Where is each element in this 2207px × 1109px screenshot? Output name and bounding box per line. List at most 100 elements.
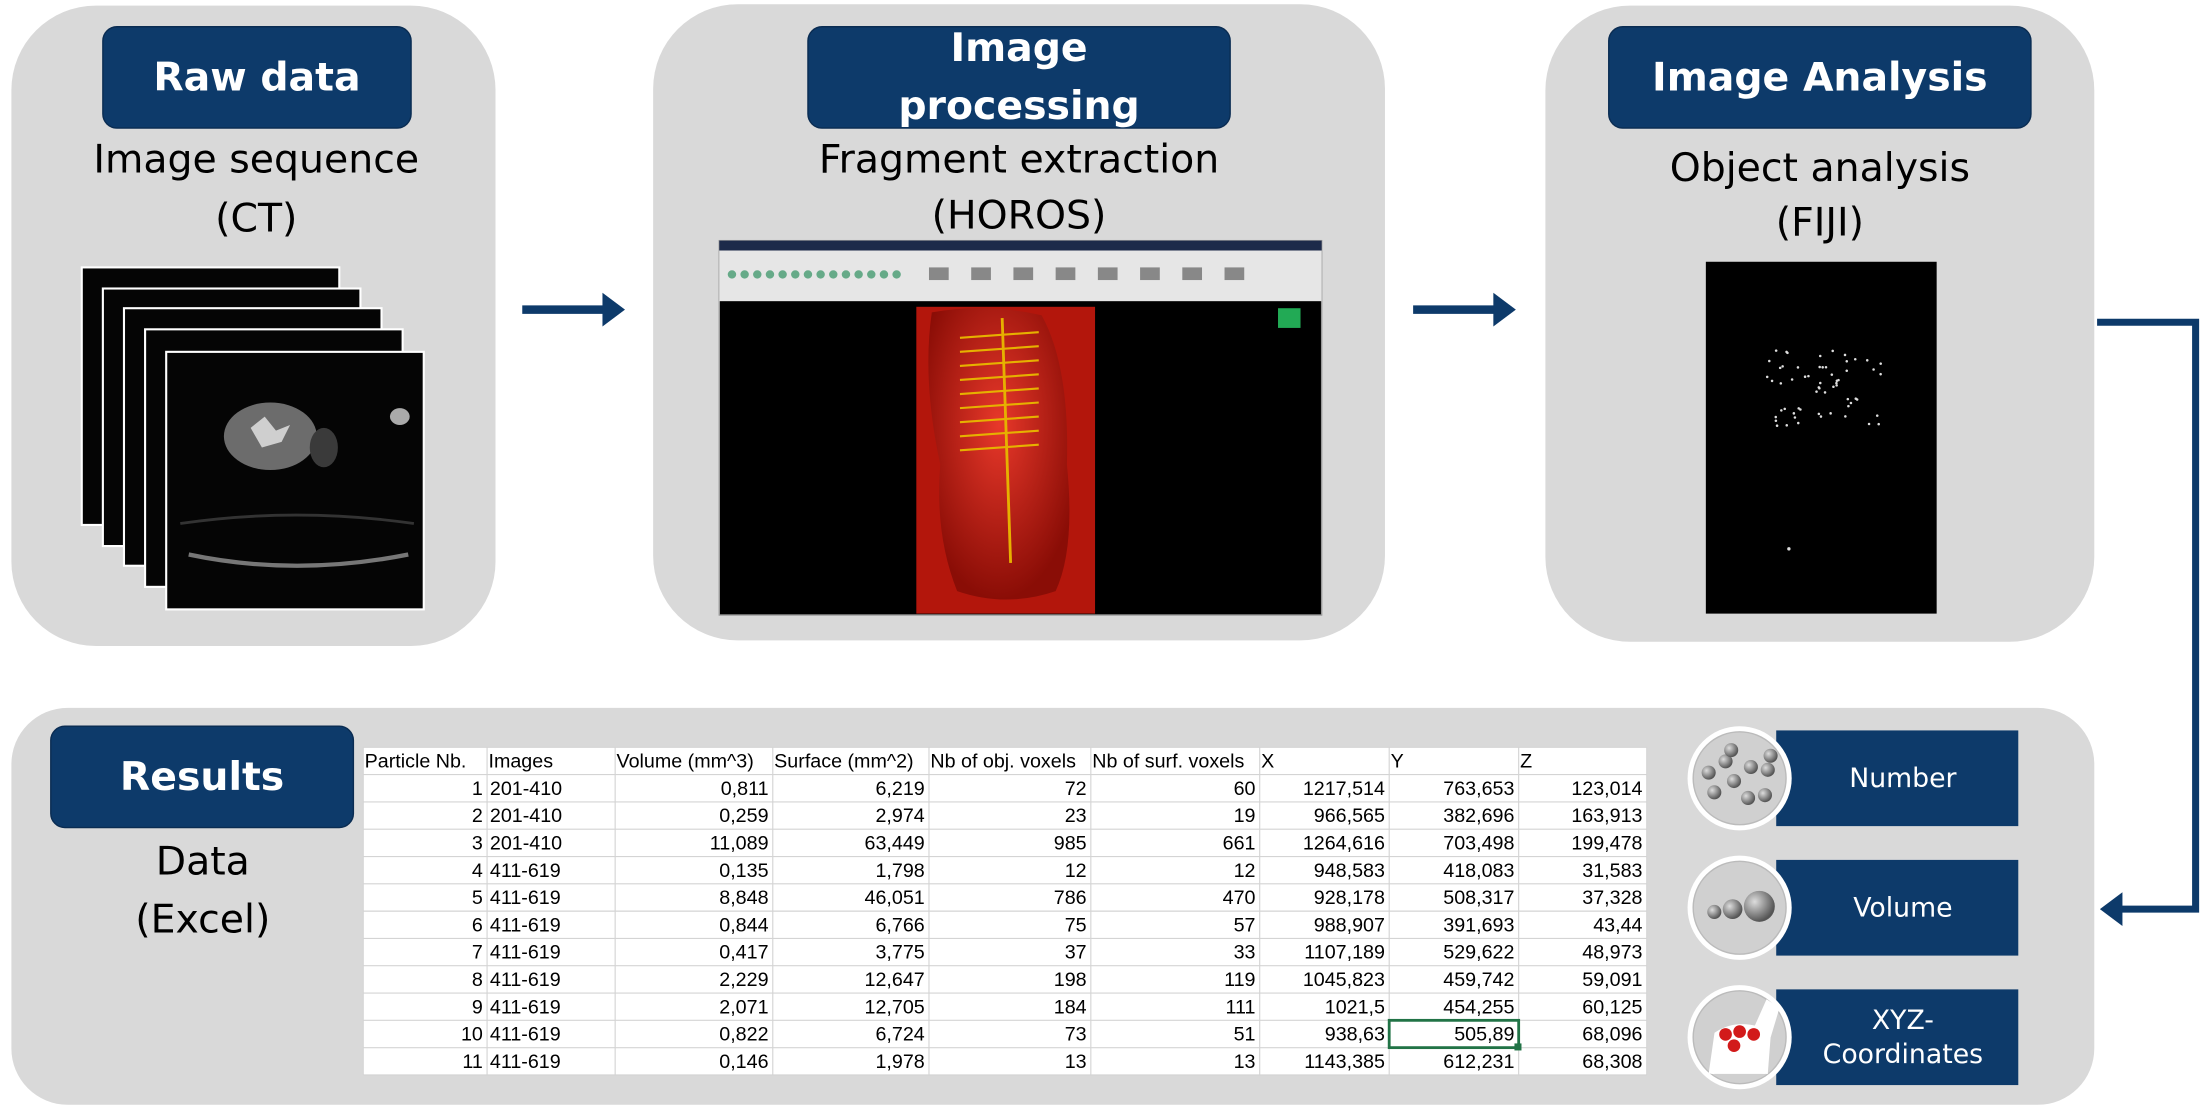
- table-cell: 505,89: [1454, 1024, 1514, 1046]
- table-cell: 0,844: [719, 914, 768, 936]
- tool-icon: [1224, 267, 1245, 281]
- table-cell: 763,653: [1443, 778, 1514, 800]
- column-header: Images: [488, 751, 553, 773]
- table-cell: 8: [472, 969, 483, 991]
- ct-slice: [165, 350, 425, 611]
- header-text: Results: [120, 754, 284, 800]
- ct-table: [180, 513, 415, 525]
- column-header: Nb of obj. voxels: [930, 751, 1076, 773]
- ct-spot: [389, 408, 410, 426]
- tool-icon: [971, 267, 991, 281]
- particle: [1765, 375, 1769, 379]
- table-cell: 201-410: [490, 832, 562, 854]
- table-cell: 1217,514: [1303, 778, 1385, 800]
- particle: [1779, 382, 1783, 385]
- table-cell: 0,811: [721, 778, 769, 800]
- ball: [1760, 762, 1775, 777]
- table-cell: 391,693: [1443, 914, 1514, 936]
- tool-icon: [841, 270, 851, 279]
- table-cell: 411-619: [490, 1051, 561, 1073]
- table-cell: 12: [1065, 860, 1087, 882]
- table-cell: 459,742: [1443, 969, 1514, 991]
- ball: [1724, 743, 1739, 758]
- header-text: Image Analysis: [1652, 55, 1988, 101]
- tool-icon: [778, 270, 787, 279]
- panel-text: (FIJI): [1776, 200, 1864, 246]
- table-cell: 6,724: [875, 1024, 924, 1046]
- fiji-image: [1705, 261, 1937, 614]
- rib: [959, 429, 1039, 438]
- ball: [1743, 890, 1775, 922]
- rib: [959, 401, 1039, 410]
- legend-text: Number: [1849, 763, 1956, 794]
- ball: [1757, 788, 1772, 803]
- particle: [1780, 409, 1783, 412]
- particle: [1867, 422, 1871, 426]
- table-cell: 51: [1234, 1024, 1256, 1046]
- header-text: Image: [950, 25, 1087, 71]
- table-cell: 966,565: [1314, 805, 1385, 827]
- ball: [1743, 759, 1758, 775]
- table-cell: 786: [1054, 887, 1087, 909]
- table-cell: 1021,5: [1325, 996, 1385, 1018]
- particle: [1778, 366, 1782, 370]
- particle: [1817, 412, 1821, 416]
- table-cell: 948,583: [1314, 860, 1385, 882]
- table-cell: 75: [1065, 914, 1087, 936]
- particle: [1843, 353, 1847, 357]
- table-cell: 123,014: [1571, 778, 1642, 800]
- particle: [1847, 404, 1850, 408]
- particle: [1815, 390, 1818, 393]
- table-cell: 37,328: [1582, 887, 1642, 909]
- particle: [1824, 365, 1828, 369]
- table-cell: 454,255: [1443, 996, 1514, 1018]
- table-cell: 1,798: [875, 860, 924, 882]
- table-cell: 63,449: [865, 832, 925, 854]
- table-cell: 201-410: [490, 805, 562, 827]
- table-cell: 68,308: [1582, 1051, 1642, 1073]
- particle: [1849, 401, 1853, 405]
- particle: [1835, 384, 1838, 387]
- particle: [1797, 421, 1800, 425]
- particle: [1879, 362, 1882, 365]
- ct-table: [188, 552, 409, 568]
- table-cell: 382,696: [1443, 805, 1514, 827]
- particle: [1819, 381, 1822, 385]
- particle: [1774, 415, 1778, 419]
- header-box: [50, 725, 355, 829]
- column-header: Particle Nb.: [365, 751, 467, 773]
- table-cell: 19: [1234, 805, 1256, 827]
- table-cell: 201-410: [490, 778, 562, 800]
- table-cell: 12: [1234, 860, 1256, 882]
- particle: [1807, 374, 1810, 378]
- table-cell: 60,125: [1582, 996, 1642, 1018]
- header-text: Raw data: [153, 55, 360, 101]
- table-cell: 10: [461, 1024, 483, 1046]
- particle: [1803, 375, 1807, 378]
- tool-icon: [1097, 267, 1118, 281]
- table-cell: 111: [1226, 996, 1256, 1018]
- column-header: X: [1261, 751, 1274, 773]
- legend-box: [1776, 989, 2019, 1086]
- tool-icon: [765, 270, 775, 279]
- table-cell: 2,974: [875, 805, 924, 827]
- particle: [1796, 366, 1800, 369]
- particle: [1770, 379, 1774, 383]
- particle: [1797, 407, 1800, 410]
- particle: [1774, 419, 1778, 422]
- table-cell: 6,766: [875, 914, 924, 936]
- rib: [959, 331, 1039, 339]
- table-cell: 529,622: [1443, 942, 1514, 964]
- rib: [959, 373, 1039, 382]
- table-cell: 411-619: [490, 887, 561, 909]
- table-cell: 60: [1234, 778, 1256, 800]
- rib: [959, 443, 1039, 452]
- table-cell: 508,317: [1443, 887, 1514, 909]
- table-cell: 470: [1223, 887, 1256, 909]
- particle: [1865, 359, 1869, 362]
- panel-text: (Excel): [135, 896, 270, 942]
- connector: [2097, 318, 2200, 913]
- table-cell: 2,229: [719, 969, 768, 991]
